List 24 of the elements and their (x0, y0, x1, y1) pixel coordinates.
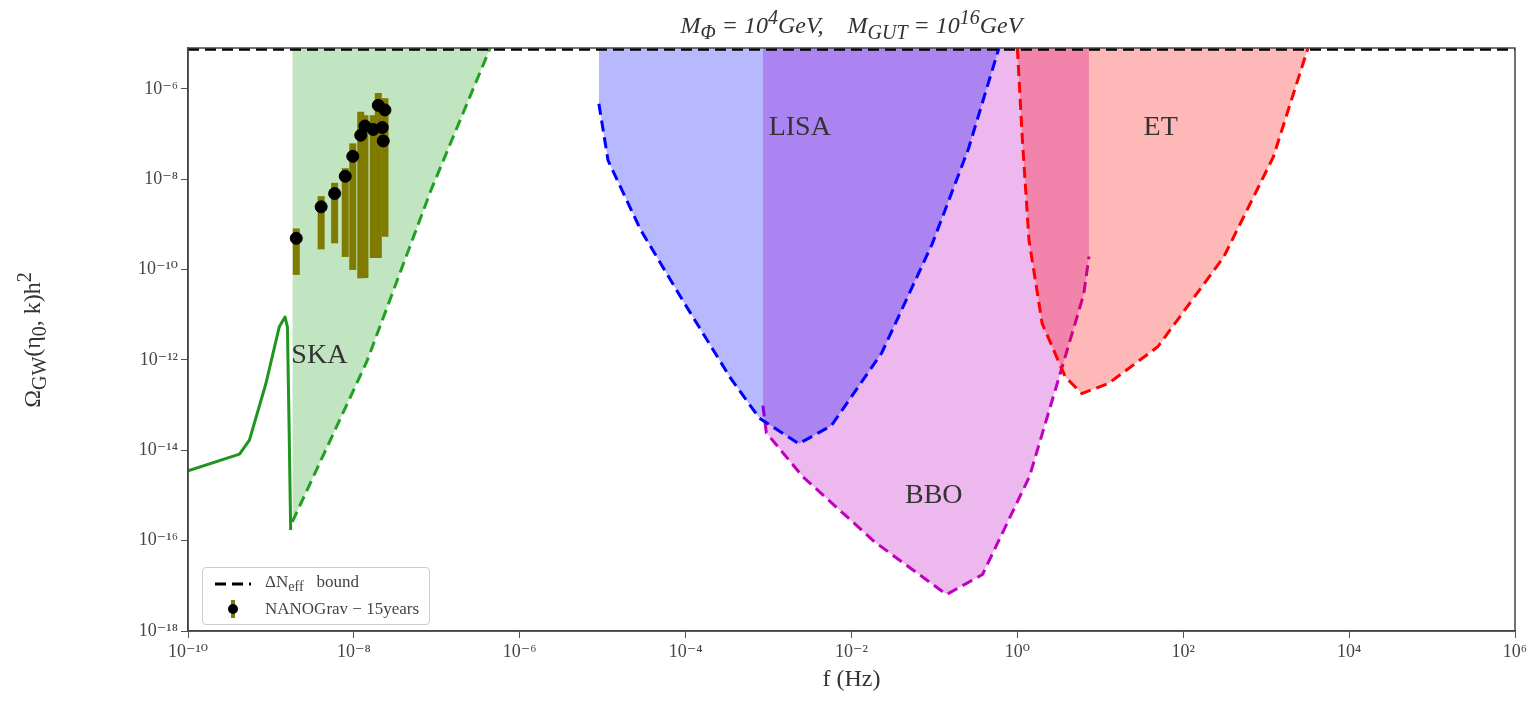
y-tick-label: 10⁻¹⁰ (137, 258, 178, 279)
x-tick-label: 10⁰ (1004, 640, 1030, 661)
x-tick-label: 10⁻⁸ (336, 640, 371, 661)
x-tick-label: 10² (1171, 640, 1195, 661)
y-tick-label: 10⁻⁶ (144, 77, 178, 98)
x-tick-label: 10⁴ (1336, 640, 1362, 661)
x-tick-label: 10⁶ (1502, 640, 1528, 661)
x-tick-label: 10⁻¹⁰ (167, 640, 209, 661)
x-tick-label: 10⁻² (835, 640, 868, 661)
x-tick-label: 10⁻⁴ (668, 640, 703, 661)
annotation: SKA (291, 337, 349, 369)
y-tick-label: 10⁻¹⁴ (138, 439, 178, 459)
legend-label: ΔN$_{eff}$ bound (265, 571, 359, 596)
annotation: BBO (904, 477, 963, 509)
annotation: LISA (768, 109, 832, 141)
x-tick-label: 10⁻⁶ (502, 640, 537, 661)
y-tick-label: 10⁻⁸ (144, 167, 178, 188)
y-tick-label: 10⁻¹⁶ (138, 529, 178, 550)
y-tick-label: 10⁻¹² (139, 348, 178, 369)
x-axis-title: f (Hz) (822, 665, 881, 692)
chart-title: M$_{Φ}$ = 10$^{4}$GeV, M$_{GUT}$ = 10$^{16}$GeV (680, 6, 1023, 43)
annotation: ET (1143, 110, 1178, 142)
y-tick-label: 10⁻¹⁸ (138, 619, 178, 640)
legend-label: NANOGrav − 15years (265, 598, 420, 619)
